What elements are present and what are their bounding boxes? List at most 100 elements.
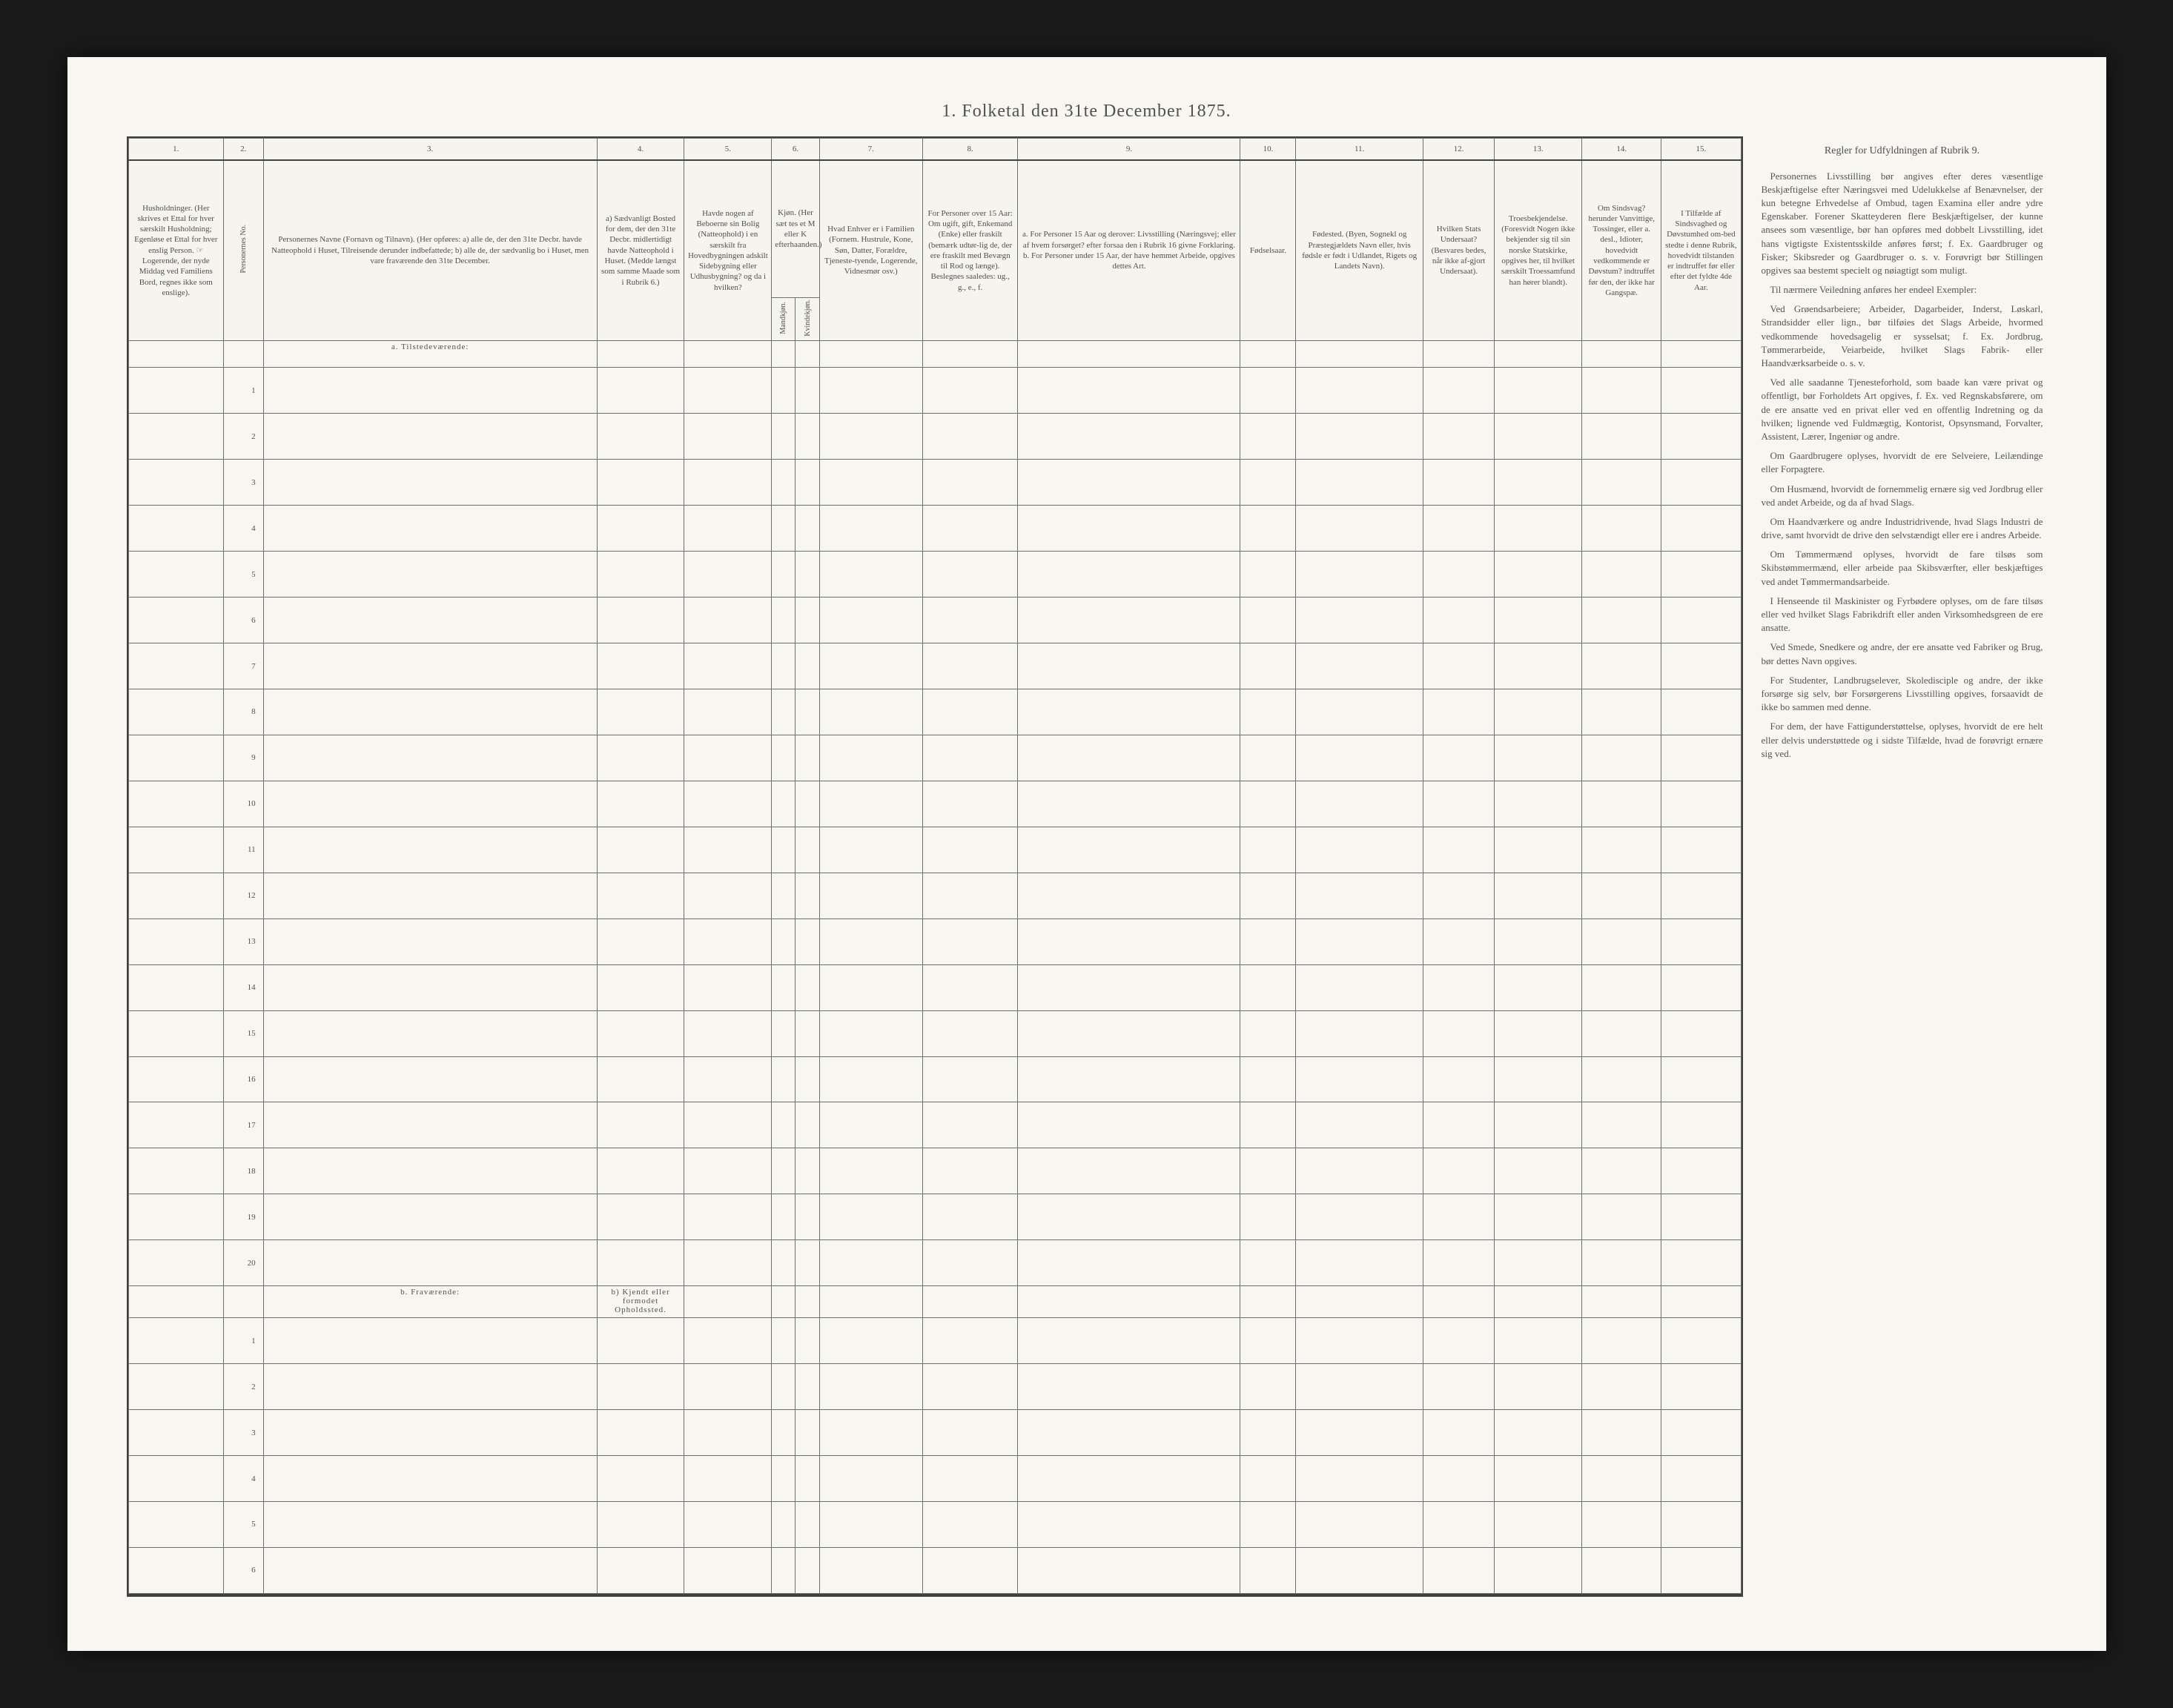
household-cell [128, 1318, 224, 1364]
header-3: Personernes Navne (Fornavn og Tilnavn). … [263, 160, 597, 340]
empty-cell [597, 460, 684, 506]
empty-cell [597, 1010, 684, 1056]
page-title: 1. Folketal den 31te December 1875. [127, 102, 2047, 122]
empty-cell [1296, 873, 1423, 918]
empty-cell [772, 1010, 796, 1056]
empty-cell [597, 964, 684, 1010]
col-num-6: 6. [772, 139, 819, 161]
row-number: 2 [224, 1364, 264, 1410]
empty-cell [1018, 1501, 1240, 1547]
empty-cell [1018, 827, 1240, 873]
empty-cell [597, 552, 684, 598]
empty-cell [1240, 1056, 1296, 1102]
empty-cell [1582, 552, 1661, 598]
empty-cell [922, 1410, 1018, 1456]
empty-cell [1423, 1456, 1494, 1502]
empty-cell [819, 918, 922, 964]
empty-cell [1423, 1410, 1494, 1456]
empty-cell [922, 552, 1018, 598]
empty-cell [796, 1102, 819, 1148]
col-num-10: 10. [1240, 139, 1296, 161]
empty-cell [263, 460, 597, 506]
empty-cell [1296, 414, 1423, 460]
household-cell [128, 1547, 224, 1593]
empty-cell [1018, 735, 1240, 781]
empty-cell [796, 781, 819, 827]
empty-cell [1423, 1501, 1494, 1547]
empty-cell [1495, 1194, 1582, 1240]
empty-cell [1296, 1318, 1423, 1364]
household-cell [128, 368, 224, 414]
empty-cell [922, 643, 1018, 689]
empty-cell [597, 1364, 684, 1410]
empty-cell [1582, 1501, 1661, 1547]
empty-cell [684, 643, 772, 689]
empty-cell [1495, 643, 1582, 689]
empty-cell [1240, 1547, 1296, 1593]
empty-cell [684, 827, 772, 873]
empty-cell [263, 1010, 597, 1056]
present-row: 7 [128, 643, 1741, 689]
empty-cell [819, 1456, 922, 1502]
empty-cell [772, 643, 796, 689]
empty-cell [1495, 368, 1582, 414]
empty-cell [1296, 1148, 1423, 1194]
empty-cell [796, 827, 819, 873]
empty-cell [684, 414, 772, 460]
empty-cell [1423, 506, 1494, 552]
present-row: 15 [128, 1010, 1741, 1056]
empty-cell [1423, 918, 1494, 964]
absent-col4-label: b) Kjendt eller formodet Opholdssted. [597, 1286, 684, 1318]
empty-cell [1661, 873, 1741, 918]
empty-cell [1495, 689, 1582, 735]
empty-cell [1018, 1194, 1240, 1240]
empty-cell [1240, 460, 1296, 506]
empty-cell [1018, 1056, 1240, 1102]
empty-cell [819, 873, 922, 918]
col-num-4: 4. [597, 139, 684, 161]
empty-cell [1661, 1410, 1741, 1456]
empty-cell [684, 873, 772, 918]
empty-cell [1582, 1240, 1661, 1286]
empty-cell [1495, 506, 1582, 552]
empty-cell [597, 735, 684, 781]
section-present-label: a. Tilstedeværende: [263, 340, 597, 368]
empty-cell [922, 1240, 1018, 1286]
empty-cell [263, 506, 597, 552]
empty-cell [772, 1286, 796, 1318]
row-number: 20 [224, 1240, 264, 1286]
empty-cell [1018, 1148, 1240, 1194]
empty-cell [597, 918, 684, 964]
empty-cell [1240, 827, 1296, 873]
empty-cell [772, 460, 796, 506]
empty-cell [1018, 1364, 1240, 1410]
empty-cell [1661, 340, 1741, 368]
empty-cell [1582, 460, 1661, 506]
empty-cell [772, 1056, 796, 1102]
empty-cell [1661, 1240, 1741, 1286]
empty-cell [1240, 368, 1296, 414]
header-6: Kjøn. (Her sæt tes et M eller K efterhaa… [772, 160, 819, 298]
empty-cell [922, 1194, 1018, 1240]
empty-cell [796, 964, 819, 1010]
row-number: 15 [224, 1010, 264, 1056]
empty-cell [1582, 643, 1661, 689]
empty-cell [1423, 1010, 1494, 1056]
census-table: 1. 2. 3. 4. 5. 6. 7. 8. 9. 10. 11. 12. 1… [128, 138, 1742, 1594]
empty-cell [819, 1240, 922, 1286]
empty-cell [1661, 1102, 1741, 1148]
empty-cell [1582, 964, 1661, 1010]
empty-cell [263, 1318, 597, 1364]
row-number: 10 [224, 781, 264, 827]
empty-cell [684, 460, 772, 506]
empty-cell [922, 1456, 1018, 1502]
empty-cell [1018, 781, 1240, 827]
empty-cell [1661, 964, 1741, 1010]
empty-cell [819, 1102, 922, 1148]
empty-cell [684, 1456, 772, 1502]
household-cell [128, 1010, 224, 1056]
empty-cell [1423, 873, 1494, 918]
empty-cell [796, 1410, 819, 1456]
household-cell [128, 1501, 224, 1547]
absent-row: 6 [128, 1547, 1741, 1593]
